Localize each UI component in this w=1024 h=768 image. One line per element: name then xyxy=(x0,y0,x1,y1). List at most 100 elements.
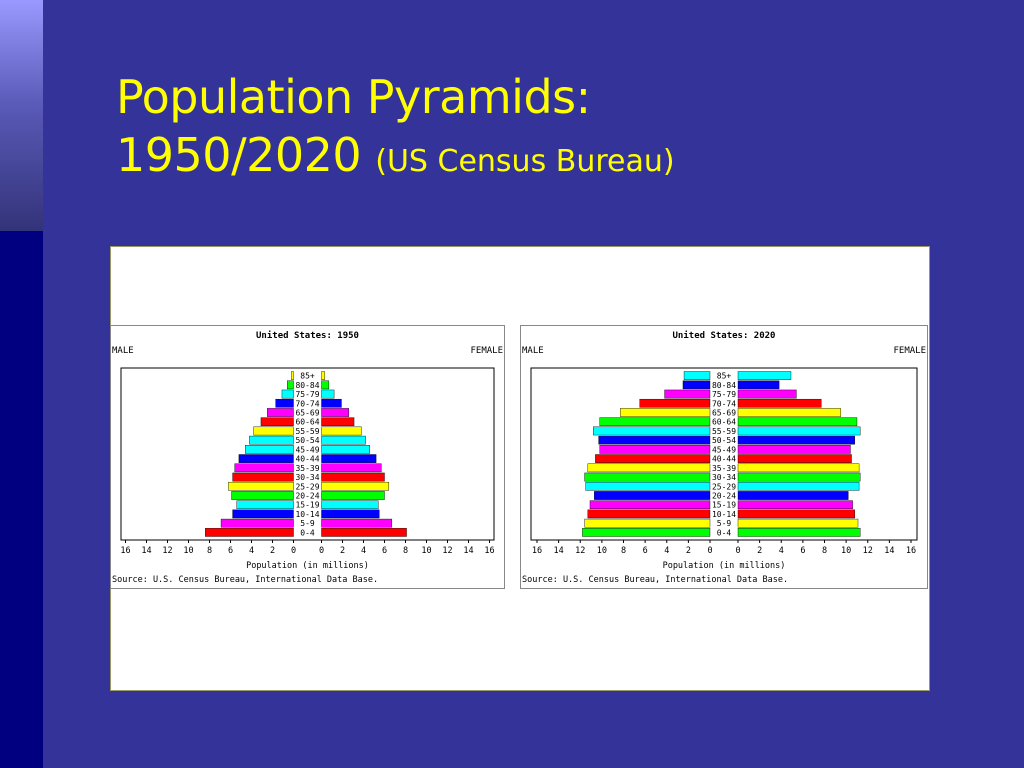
male-bar-85+ xyxy=(291,371,294,380)
x-tick-label-left: 2 xyxy=(270,546,275,556)
male-bar-65-69 xyxy=(267,408,294,417)
x-tick-label-left: 8 xyxy=(207,546,212,556)
slide-title: Population Pyramids: 1950/2020 (US Censu… xyxy=(116,68,675,191)
male-bar-50-54 xyxy=(598,435,711,445)
title-source: (US Census Bureau) xyxy=(375,144,675,179)
age-label-80-84: 80-84 xyxy=(295,381,319,390)
x-tick-label-right: 14 xyxy=(463,546,473,556)
age-label-50-54: 50-54 xyxy=(295,436,319,445)
x-tick-label-right: 12 xyxy=(442,546,452,556)
female-bar-45-49 xyxy=(737,445,851,454)
female-bar-75-79 xyxy=(737,389,797,399)
male-bar-25-29 xyxy=(585,481,711,491)
x-tick-label-left: 4 xyxy=(664,546,669,556)
x-tick-label-left: 0 xyxy=(291,546,296,556)
age-label-0-4: 0-4 xyxy=(717,528,732,537)
age-label-40-44: 40-44 xyxy=(712,455,736,464)
x-tick-label-left: 10 xyxy=(183,546,193,556)
female-bar-40-44 xyxy=(321,454,377,463)
female-bar-30-34 xyxy=(321,472,385,482)
age-label-10-14: 10-14 xyxy=(712,510,736,519)
x-tick-label-right: 10 xyxy=(421,546,431,556)
male-bar-55-59 xyxy=(593,426,711,436)
female-bar-80-84 xyxy=(737,380,780,390)
male-bar-15-19 xyxy=(589,500,711,510)
age-label-40-44: 40-44 xyxy=(295,455,319,464)
male-bar-80-84 xyxy=(682,380,711,390)
female-bar-10-14 xyxy=(321,509,380,519)
male-bar-10-14 xyxy=(232,509,294,519)
female-bar-35-39 xyxy=(321,463,382,473)
age-label-20-24: 20-24 xyxy=(295,492,319,501)
female-bar-30-34 xyxy=(737,472,861,482)
female-bar-65-69 xyxy=(321,408,349,417)
male-bar-45-49 xyxy=(244,445,294,454)
pyramid-chart-1950: United States: 1950 MALE FEMALE 85+ 80-84 75-… xyxy=(110,325,505,589)
female-bar-25-29 xyxy=(321,481,389,491)
female-bar-75-79 xyxy=(321,389,335,399)
source-note: Source: U.S. Census Bureau, Internationa… xyxy=(112,575,378,585)
female-bar-80-84 xyxy=(321,380,330,390)
age-label-55-59: 55-59 xyxy=(295,427,319,436)
title-line-1: Population Pyramids: xyxy=(116,70,591,124)
male-bar-40-44 xyxy=(595,454,711,463)
slide-side-bar xyxy=(0,0,43,768)
male-bar-20-24 xyxy=(231,491,294,500)
male-bar-85+ xyxy=(683,371,711,380)
age-label-70-74: 70-74 xyxy=(712,399,736,408)
age-label-35-39: 35-39 xyxy=(295,464,319,473)
x-tick-label-right: 16 xyxy=(906,546,916,556)
age-label-75-79: 75-79 xyxy=(712,390,736,399)
female-bar-10-14 xyxy=(737,509,855,519)
female-bar-65-69 xyxy=(737,408,841,417)
x-tick-label-right: 10 xyxy=(841,546,851,556)
male-label: MALE xyxy=(112,346,134,356)
age-label-20-24: 20-24 xyxy=(712,492,736,501)
female-bar-55-59 xyxy=(737,426,861,436)
age-label-60-64: 60-64 xyxy=(712,418,736,427)
x-tick-label-left: 6 xyxy=(643,546,648,556)
male-bar-45-49 xyxy=(599,445,711,454)
female-bar-55-59 xyxy=(321,426,362,436)
x-tick-label-right: 0 xyxy=(319,546,324,556)
female-bar-20-24 xyxy=(737,491,849,500)
male-bar-30-34 xyxy=(584,472,711,482)
female-bar-45-49 xyxy=(321,445,370,454)
x-tick-label-right: 16 xyxy=(484,546,494,556)
female-bar-0-4 xyxy=(737,528,861,537)
age-label-85+: 85+ xyxy=(717,372,732,381)
x-tick-label-left: 14 xyxy=(554,546,564,556)
male-bar-60-64 xyxy=(260,417,294,427)
x-tick-label-left: 10 xyxy=(597,546,607,556)
female-bar-5-9 xyxy=(321,518,393,528)
female-bar-25-29 xyxy=(737,481,860,491)
x-tick-label-left: 0 xyxy=(707,546,712,556)
male-bar-60-64 xyxy=(599,417,711,427)
age-label-5-9: 5-9 xyxy=(300,519,315,528)
female-bar-15-19 xyxy=(321,500,379,510)
age-label-0-4: 0-4 xyxy=(300,528,315,537)
title-line-2: 1950/2020 xyxy=(116,128,362,182)
x-tick-label-left: 12 xyxy=(162,546,172,556)
male-bar-0-4 xyxy=(582,528,711,537)
female-bar-5-9 xyxy=(737,518,859,528)
age-label-85+: 85+ xyxy=(300,372,315,381)
male-label: MALE xyxy=(522,346,544,356)
male-bar-75-79 xyxy=(281,389,294,399)
age-label-35-39: 35-39 xyxy=(712,464,736,473)
male-bar-35-39 xyxy=(234,463,294,473)
chart-title: United States: 1950 xyxy=(256,330,359,341)
age-label-30-34: 30-34 xyxy=(712,473,736,482)
male-bar-5-9 xyxy=(220,518,294,528)
age-label-65-69: 65-69 xyxy=(295,409,319,418)
x-tick-label-right: 4 xyxy=(361,546,366,556)
x-tick-label-right: 8 xyxy=(403,546,408,556)
male-bar-10-14 xyxy=(587,509,711,519)
chart-title: United States: 2020 xyxy=(673,330,776,341)
female-bar-15-19 xyxy=(737,500,853,510)
x-tick-label-right: 12 xyxy=(863,546,873,556)
female-bar-70-74 xyxy=(737,398,822,408)
age-label-45-49: 45-49 xyxy=(295,445,319,454)
female-bar-85+ xyxy=(321,371,325,380)
x-tick-label-left: 12 xyxy=(575,546,585,556)
